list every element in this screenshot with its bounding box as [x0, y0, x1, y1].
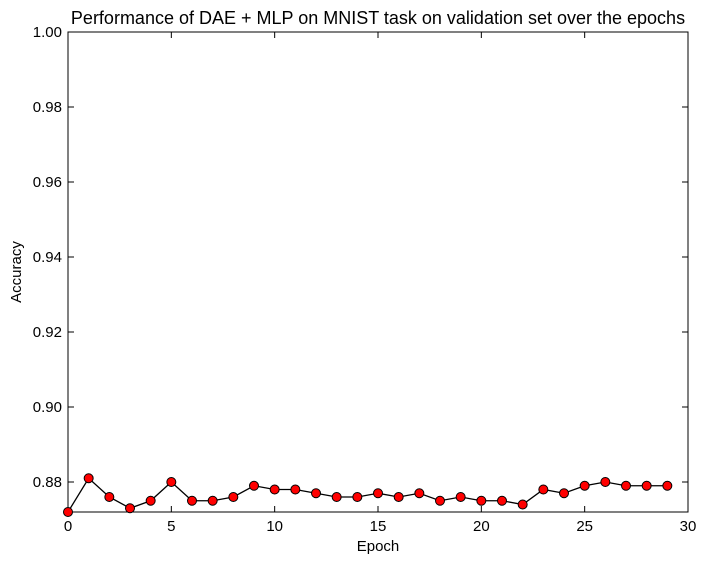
x-tick-label: 0 [64, 518, 72, 535]
series-markers [63, 473, 673, 517]
data-point [662, 480, 673, 491]
data-point [187, 495, 197, 506]
data-point [269, 484, 280, 495]
data-point [497, 495, 507, 506]
data-point [538, 484, 549, 495]
y-tick-label: 0.94 [33, 249, 62, 266]
y-tick-label: 0.92 [33, 324, 62, 341]
data-point [559, 488, 569, 499]
y-tick-label: 0.88 [33, 474, 62, 491]
plot-area [67, 31, 689, 513]
data-point [579, 480, 590, 491]
data-point [641, 480, 652, 491]
data-point [373, 488, 383, 499]
y-tick-label: 0.90 [33, 399, 62, 416]
axis-tick-labels: 0 5 10 15 20 25 30 0.88 0.90 0.92 0.94 0.96 0.98 1.00 [33, 24, 697, 535]
plot-frame [67, 31, 689, 513]
data-point [290, 484, 301, 495]
data-point [621, 480, 631, 491]
x-tick-label: 20 [473, 518, 490, 535]
y-tick-label: 1.00 [33, 24, 62, 41]
data-point [414, 488, 425, 499]
y-tick-label: 0.96 [33, 174, 62, 191]
data-point [104, 492, 115, 502]
data-point [393, 492, 404, 502]
x-tick-label: 5 [167, 518, 175, 535]
data-point [331, 492, 342, 502]
data-point [352, 492, 363, 502]
data-point [249, 480, 259, 491]
data-point [435, 495, 445, 506]
y-tick-label: 0.98 [33, 99, 62, 116]
data-point [83, 473, 94, 484]
data-point [311, 488, 321, 499]
data-point [63, 507, 73, 517]
data-point [476, 495, 487, 506]
axis-ticks [67, 31, 689, 512]
y-axis-label: Accuracy [8, 241, 25, 303]
x-tick-label: 25 [576, 518, 593, 535]
x-tick-label: 15 [370, 518, 387, 535]
data-point [207, 495, 218, 506]
data-point [145, 495, 156, 506]
data-point [166, 477, 177, 487]
chart-title: Performance of DAE + MLP on MNIST task o… [71, 8, 685, 28]
data-point [228, 492, 239, 502]
data-point [600, 477, 611, 487]
x-tick-label: 30 [680, 518, 697, 535]
x-axis-label: Epoch [357, 538, 400, 555]
data-point [455, 492, 466, 502]
x-tick-label: 10 [266, 518, 283, 535]
data-point [125, 503, 135, 514]
data-point [517, 499, 528, 510]
